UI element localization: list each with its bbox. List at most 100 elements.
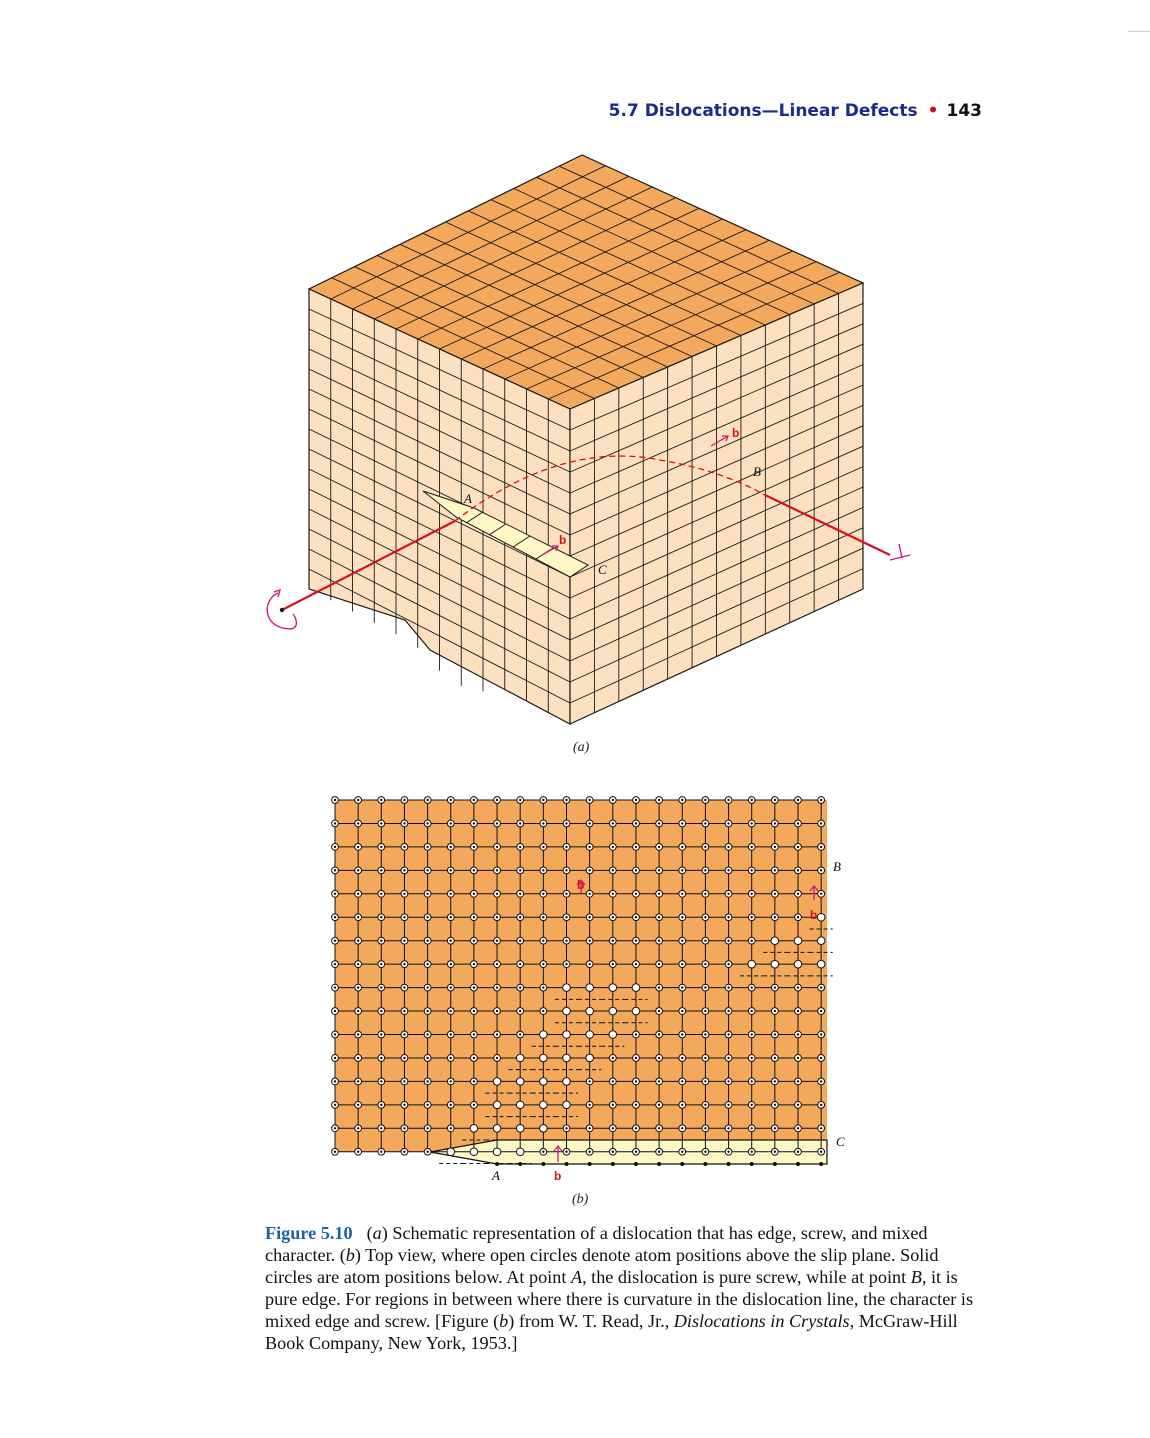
solid-atom <box>634 822 638 825</box>
solid-atom <box>426 916 429 919</box>
open-atom <box>770 959 780 969</box>
solid-atom <box>750 986 753 989</box>
solid-atom <box>472 916 476 919</box>
solid-atom <box>356 798 360 802</box>
solid-atom <box>750 1009 753 1013</box>
solid-atom <box>750 939 753 942</box>
solid-atom <box>704 845 707 849</box>
solid-atom <box>356 916 360 919</box>
solid-atom <box>726 1162 731 1166</box>
solid-atom <box>426 1103 429 1107</box>
dislocation-dashed-bonds <box>439 928 833 1164</box>
solid-atom <box>588 892 591 895</box>
solid-atom <box>380 869 383 872</box>
point-label-b: B <box>833 859 841 874</box>
open-atom <box>562 1100 571 1110</box>
solid-atom <box>750 1150 753 1153</box>
solid-atom <box>356 962 360 966</box>
caption-part-b-marker: b <box>345 1245 355 1265</box>
solid-atom <box>472 1056 476 1060</box>
solid-atom <box>542 939 545 942</box>
solid-atom <box>819 1080 823 1083</box>
open-atom <box>539 1100 548 1110</box>
solid-atom <box>750 822 753 825</box>
solid-atom <box>657 1033 661 1036</box>
open-atom <box>469 1124 479 1133</box>
solid-atom <box>519 1009 522 1013</box>
solid-atom <box>426 845 429 849</box>
solid-atom <box>819 845 823 849</box>
solid-atom <box>773 845 777 849</box>
right-grid-horizontal <box>569 445 864 578</box>
solid-atom <box>727 986 730 989</box>
solid-atom <box>773 1056 777 1060</box>
open-atom <box>492 1077 502 1086</box>
solid-atom <box>333 916 337 919</box>
solid-atom <box>449 1056 452 1060</box>
solid-atom <box>773 916 777 919</box>
solid-atom <box>519 798 522 802</box>
caption-book-title: Dislocations in Crystals, <box>673 1311 855 1331</box>
solid-atom <box>333 869 337 872</box>
solid-atom <box>611 916 614 919</box>
solid-atom <box>796 1009 800 1013</box>
solid-atom <box>704 1009 707 1013</box>
solid-atom <box>449 986 452 989</box>
left-grid-horizontal <box>308 368 571 494</box>
solid-atom <box>495 845 499 849</box>
solid-atom <box>426 1056 429 1060</box>
solid-atom <box>495 1162 500 1166</box>
solid-atom <box>681 798 684 802</box>
caption-text-4: , it is pure edge. For regions in betwee… <box>265 1267 974 1331</box>
figure-number: Figure 5.10 <box>265 1223 353 1243</box>
top-grid-line <box>526 261 817 390</box>
solid-atom <box>657 1162 662 1166</box>
open-atom <box>515 1147 525 1157</box>
solid-atom <box>819 869 823 872</box>
burgers-label-b2: b <box>810 908 817 922</box>
running-head: 5.7 Dislocations—Linear Defects • 143 <box>560 101 982 121</box>
solid-atom <box>634 939 638 942</box>
solid-atom <box>380 822 383 825</box>
solid-atom <box>819 1162 824 1166</box>
solid-atom <box>519 916 522 919</box>
solid-atom <box>380 798 383 802</box>
solid-atom <box>472 1033 476 1036</box>
open-atom <box>562 1006 571 1016</box>
solid-atom <box>519 1033 522 1036</box>
caption-ref-b: b <box>499 1311 509 1331</box>
solid-atom <box>681 1009 684 1013</box>
solid-atom <box>495 939 499 942</box>
solid-atom <box>356 1009 360 1013</box>
solid-atom <box>727 845 730 849</box>
solid-atom <box>611 1150 614 1153</box>
lattice-background <box>335 800 827 1152</box>
solid-atom <box>403 822 406 825</box>
solid-atom <box>773 1127 777 1130</box>
burgers-vector-arrow-b3 <box>553 1144 563 1162</box>
solid-atom <box>519 986 522 989</box>
solid-atom <box>380 1080 383 1083</box>
solid-atom <box>356 1127 360 1130</box>
solid-atom <box>542 798 545 802</box>
solid-atom <box>449 798 452 802</box>
solid-atom <box>333 1056 337 1060</box>
left-grid-horizontal <box>308 508 571 641</box>
solid-atom <box>611 939 614 942</box>
solid-atom <box>333 1103 337 1107</box>
solid-atom <box>704 1080 707 1083</box>
solid-atom <box>773 1150 777 1153</box>
solid-atom <box>796 798 800 802</box>
solid-atom <box>356 892 360 895</box>
solid-atom <box>796 1162 800 1166</box>
solid-atom <box>611 869 614 872</box>
solid-atom <box>773 798 777 802</box>
solid-atom <box>727 869 730 872</box>
solid-atom <box>634 798 638 802</box>
solid-atom <box>356 1080 360 1083</box>
open-atom <box>562 983 571 992</box>
solid-atom <box>333 892 337 895</box>
open-atom <box>562 1030 571 1039</box>
open-atom <box>469 1147 479 1157</box>
solid-atom <box>403 1080 406 1083</box>
